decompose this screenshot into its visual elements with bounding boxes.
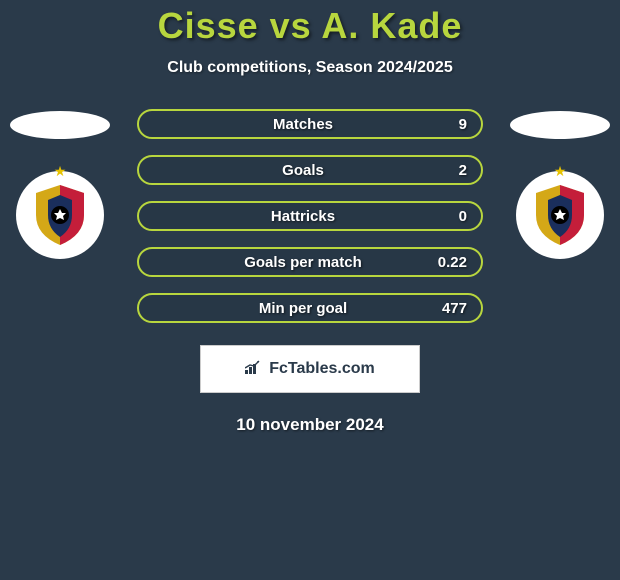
stat-row-matches: Matches 9 [137, 109, 483, 139]
player-ellipse-right [510, 111, 610, 139]
subtitle: Club competitions, Season 2024/2025 [167, 59, 452, 77]
attribution-text: FcTables.com [269, 360, 375, 378]
star-icon: ★ [554, 163, 567, 180]
stat-value: 0.22 [433, 254, 467, 271]
date-text: 10 november 2024 [236, 415, 383, 435]
stat-label: Matches [173, 116, 433, 133]
stats-area: ★ ★ [0, 109, 620, 323]
badge-circle: ★ [516, 171, 604, 259]
stat-value: 477 [433, 300, 467, 317]
stat-label: Min per goal [173, 300, 433, 317]
stat-label: Goals per match [173, 254, 433, 271]
chart-icon [245, 360, 263, 379]
infographic-container: Cisse vs A. Kade Club competitions, Seas… [0, 0, 620, 580]
club-badge-right: ★ [510, 165, 610, 265]
shield-icon [32, 183, 88, 247]
badge-circle: ★ [16, 171, 104, 259]
club-badge-left: ★ [10, 165, 110, 265]
stats-column: Matches 9 Goals 2 Hattricks 0 Goals per … [137, 109, 483, 323]
stat-row-goals: Goals 2 [137, 155, 483, 185]
stat-label: Goals [173, 162, 433, 179]
stat-value: 9 [433, 116, 467, 133]
star-icon: ★ [54, 163, 67, 180]
page-title: Cisse vs A. Kade [158, 5, 463, 47]
stat-row-min-per-goal: Min per goal 477 [137, 293, 483, 323]
stat-row-goals-per-match: Goals per match 0.22 [137, 247, 483, 277]
player-ellipse-left [10, 111, 110, 139]
stat-value: 0 [433, 208, 467, 225]
shield-icon [532, 183, 588, 247]
stat-row-hattricks: Hattricks 0 [137, 201, 483, 231]
attribution-box: FcTables.com [200, 345, 420, 393]
stat-value: 2 [433, 162, 467, 179]
stat-label: Hattricks [173, 208, 433, 225]
